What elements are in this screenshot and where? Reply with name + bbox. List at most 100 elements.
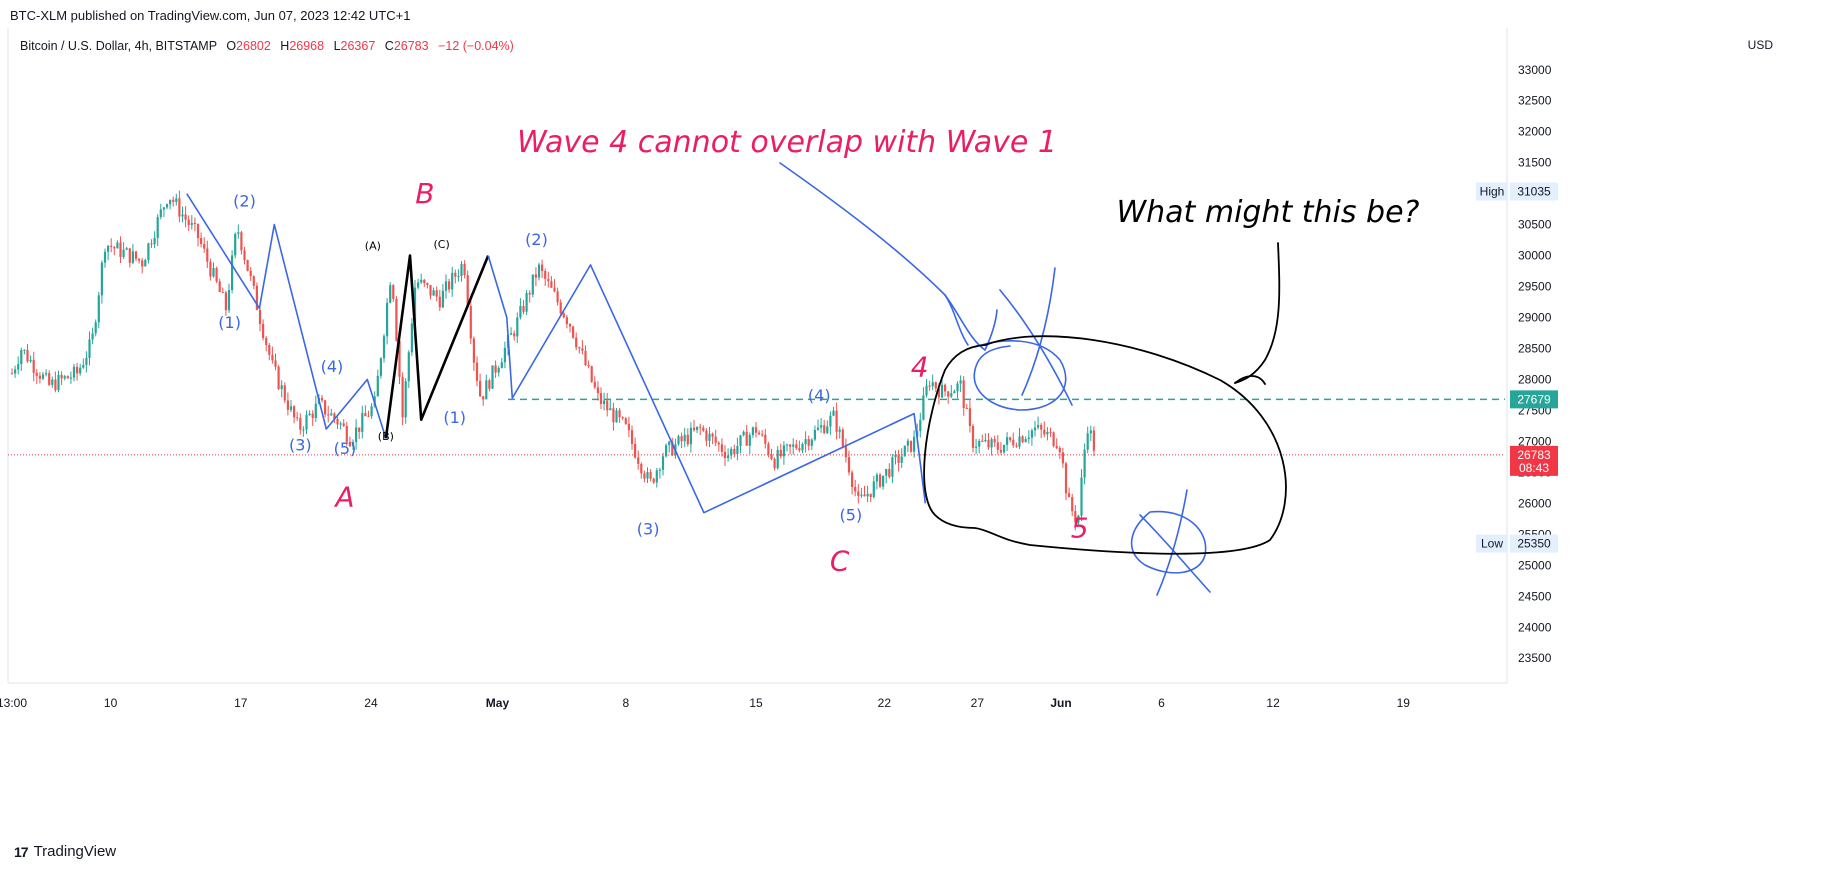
candle-body: [82, 364, 85, 368]
candle-body: [1049, 431, 1052, 433]
candle-body: [240, 232, 243, 251]
candle-body: [237, 232, 240, 234]
candle-body: [599, 393, 603, 405]
candle-body: [882, 475, 885, 487]
candle-body: [544, 271, 547, 279]
grid: [7, 28, 1508, 684]
candle-body: [748, 435, 751, 446]
candle-body: [258, 309, 262, 325]
candle-body: [714, 436, 717, 443]
candle-body: [888, 468, 891, 477]
currency-label[interactable]: USD: [1747, 38, 1773, 52]
close-value: 26783: [393, 39, 429, 53]
low-label: L: [333, 39, 341, 53]
price-tick-label: 30000: [1518, 249, 1552, 263]
candle-body: [97, 295, 100, 323]
candle-body: [590, 366, 593, 382]
candle-body: [869, 493, 872, 497]
candle-body: [658, 469, 661, 471]
time-tick-label: 19: [1397, 696, 1411, 710]
candles: [10, 190, 1095, 531]
candle-body: [249, 270, 252, 277]
candle-body: [227, 290, 231, 311]
candle-body: [209, 261, 212, 277]
change-value: −12 (−0.04%): [438, 39, 514, 53]
candle-body: [572, 326, 575, 338]
candle-body: [987, 439, 990, 448]
badge-bg: [1510, 445, 1558, 476]
candle-body: [680, 436, 683, 442]
blue-wave-label: (4): [808, 386, 831, 405]
time-tick-label: Jun: [1050, 696, 1071, 710]
candle-body: [1018, 436, 1021, 447]
candle-body: [733, 448, 736, 454]
candle-body: [159, 209, 162, 218]
candle-body: [668, 441, 671, 446]
candle-body: [1052, 432, 1055, 446]
badge-value: 26783: [1517, 448, 1551, 462]
candle-body: [1074, 511, 1077, 523]
candle-body: [327, 414, 330, 416]
price-tick-label: 25000: [1518, 558, 1552, 572]
candle-body: [265, 338, 268, 346]
candle-body: [91, 333, 94, 340]
candle-body: [63, 376, 66, 379]
candle-body: [417, 282, 420, 288]
blue-wave-label: (1): [218, 313, 241, 332]
candle-body: [971, 425, 975, 448]
candle-body: [1015, 445, 1018, 447]
candle-body: [88, 339, 91, 358]
candle-body: [785, 444, 789, 446]
candle-body: [107, 245, 110, 252]
candle-body: [48, 373, 51, 385]
candle-body: [981, 440, 984, 442]
candle-body: [606, 400, 609, 411]
candle-body: [655, 470, 658, 483]
blue-wave-label: (5): [840, 506, 863, 525]
candle-body: [522, 305, 525, 312]
candle-body: [51, 379, 54, 385]
candle-body: [364, 413, 367, 417]
time-tick-label: 22: [878, 696, 892, 710]
candle-body: [1040, 424, 1043, 430]
candle-body: [128, 248, 131, 263]
candle-body: [432, 290, 435, 296]
candle-body: [203, 243, 206, 249]
candle-body: [69, 377, 72, 379]
price-tick-label: 24500: [1518, 589, 1552, 603]
candle-body: [885, 468, 888, 476]
symbol-title[interactable]: Bitcoin / U.S. Dollar, 4h, BITSTAMP: [20, 39, 217, 53]
question-note: What might this be?: [1117, 195, 1420, 230]
candle-body: [689, 427, 692, 445]
candle-body: [131, 251, 134, 263]
candle-body: [826, 426, 829, 434]
black-lasso: [923, 335, 1287, 555]
footer-brand[interactable]: 17 TradingView: [14, 843, 116, 860]
candle-body: [206, 248, 209, 262]
candle-body: [413, 287, 417, 324]
candle-body: [792, 444, 795, 447]
candle-body: [252, 276, 255, 286]
black-wave-label: (A): [365, 239, 381, 252]
candle-body: [386, 302, 389, 337]
candle-body: [32, 359, 35, 373]
candle-body: [671, 441, 674, 456]
candle-body: [76, 366, 79, 374]
candle-body: [816, 427, 820, 430]
candle-body: [435, 290, 438, 297]
candle-body: [745, 431, 748, 446]
footer-brand-label: TradingView: [33, 843, 117, 860]
candle-body: [494, 365, 497, 373]
pointer-line: [779, 162, 986, 351]
candle-body: [293, 406, 296, 418]
candle-body: [894, 454, 897, 458]
candle-body: [857, 491, 860, 496]
candle-body: [26, 349, 29, 362]
candle-body: [457, 276, 460, 278]
candle-body: [804, 439, 807, 445]
candle-body: [1046, 431, 1049, 435]
badge-bg: [1510, 390, 1558, 409]
candle-body: [770, 454, 773, 460]
